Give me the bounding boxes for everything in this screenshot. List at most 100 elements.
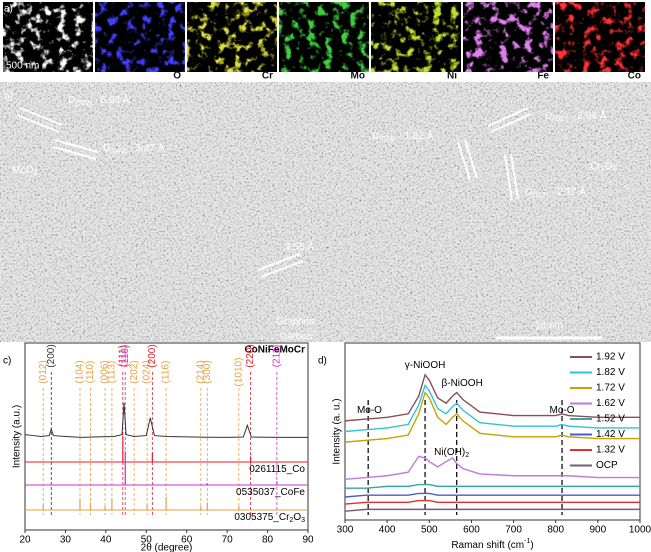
legend-label: 1.92 V	[596, 352, 625, 363]
raman-line	[344, 391, 640, 443]
panel-label: c)	[3, 356, 11, 367]
tem-texture	[0, 82, 651, 342]
text-part: 3	[612, 166, 616, 173]
text-part: 0261115_Co	[249, 464, 305, 475]
annotation: D(202) - 2.04 Å	[545, 109, 607, 124]
x-tick-label: 500	[421, 525, 438, 536]
y-axis-label: Intensity (a. u.)	[332, 398, 343, 464]
x-tick-label: 80	[262, 535, 274, 546]
text-part: β-NiOOH	[442, 378, 483, 389]
x-tick-label: 600	[463, 525, 480, 536]
scale-bar-label: 10 nm	[535, 321, 563, 332]
map-signal	[463, 2, 553, 72]
annotation: MoO3	[12, 165, 38, 178]
raman-line	[344, 499, 640, 505]
peak-label: (113)	[107, 361, 118, 384]
peak-label: (012)	[38, 360, 49, 383]
raman-line	[344, 384, 640, 433]
text-part: (040)	[110, 148, 126, 155]
text-part: D	[525, 187, 532, 198]
reference-label: 0535037_CoFe	[236, 487, 305, 498]
text-part: (113)	[532, 192, 548, 199]
text-part: )	[530, 540, 533, 551]
text-part: Mo-O	[357, 405, 382, 416]
legend-label: 1.52 V	[596, 414, 625, 425]
text-part: Ni(OH)	[434, 447, 465, 458]
legend-label: 1.72 V	[596, 383, 625, 394]
x-tick-label: 50	[141, 535, 153, 546]
element-label: Ni	[447, 71, 457, 82]
text-part: - 6.94 Å	[92, 93, 130, 106]
x-tick-label: 900	[590, 525, 607, 536]
text-part: γ-NiOOH	[405, 360, 446, 371]
chart-title: CoNiFeMoCr	[244, 345, 305, 356]
text-part: 3.55 Å	[285, 240, 314, 253]
peak-label: (200)	[147, 344, 158, 367]
text-part: (202)	[552, 116, 568, 123]
map-signal	[279, 2, 369, 72]
peak-label: (211)	[272, 345, 283, 368]
text-part: O	[604, 161, 612, 172]
peak-label: (104)	[75, 360, 86, 383]
peak-label: (110)	[85, 361, 96, 384]
y-axis-label: Intensity (a.u.)	[12, 405, 23, 468]
x-tick-label: 20	[19, 535, 31, 546]
text-part: -1	[524, 538, 530, 545]
annotation: Mo-O	[357, 405, 382, 416]
peak-label: (116)	[161, 361, 172, 384]
text-part: 0535037_CoFe	[236, 487, 305, 498]
element-label: Mo	[351, 71, 365, 82]
text-part: (020)	[75, 100, 91, 107]
map-signal	[95, 2, 185, 72]
text-part: D	[545, 111, 552, 122]
annotation: β-NiOOH	[442, 378, 483, 389]
peak-label: (1010)	[234, 358, 245, 387]
text-part: D	[103, 143, 110, 154]
text-part: - 2.17 Å	[548, 185, 586, 198]
annotation: Graphitic	[276, 317, 316, 328]
text-part: D	[372, 131, 379, 142]
annotation: Carbon	[280, 332, 313, 343]
x-axis-label: 2θ (degree)	[141, 543, 193, 552]
scale-bar-label: 500 nm	[6, 61, 39, 72]
x-tick-label: 30	[60, 535, 72, 546]
map-signal	[187, 2, 277, 72]
reference-label: 0261115_Co	[249, 464, 305, 475]
peak-label: (024)	[142, 360, 153, 383]
peak-label: (110)	[120, 345, 131, 368]
x-tick-label: 400	[379, 525, 396, 536]
element-label: Fe	[537, 71, 549, 82]
annotation: D(024) - 1.82 Å	[372, 129, 434, 144]
annotation: Ni(OH)2	[434, 447, 469, 460]
text-part: 0305375_Cr	[234, 512, 290, 523]
raman-line	[345, 483, 640, 489]
plot-frame	[24, 342, 309, 531]
text-part: MoO	[12, 165, 34, 176]
text-part: 2	[289, 517, 293, 524]
raman-line	[344, 508, 640, 512]
raman-line	[344, 373, 640, 422]
text-part: 2	[465, 452, 469, 459]
legend-label: 1.42 V	[596, 429, 625, 440]
x-tick-label: 70	[222, 535, 234, 546]
annotation: D(020) - 6.94 Å	[68, 93, 130, 108]
lattice-markers	[16, 107, 602, 340]
element-label: O	[173, 71, 181, 82]
peak-label: (300)	[202, 360, 213, 383]
text-part: Raman shift (cm	[451, 540, 524, 551]
x-axis-label: Raman shift (cm-1)	[451, 538, 533, 550]
peak-label: (006)	[100, 360, 111, 383]
peak-label: (220)	[245, 344, 256, 367]
text-part: Mo-O	[550, 405, 575, 416]
legend-label: 1.32 V	[596, 445, 625, 456]
x-tick-label: 1000	[629, 525, 651, 536]
annotation: D(113) - 2.17 Å	[525, 185, 586, 200]
text-part: O	[293, 512, 301, 523]
annotation: Cr2O3	[590, 161, 616, 174]
annotation: 3.55 Å	[285, 240, 314, 253]
x-tick-label: 40	[100, 535, 112, 546]
map-signal	[555, 2, 645, 72]
text-part: D	[68, 95, 75, 106]
raman-line	[344, 455, 640, 480]
